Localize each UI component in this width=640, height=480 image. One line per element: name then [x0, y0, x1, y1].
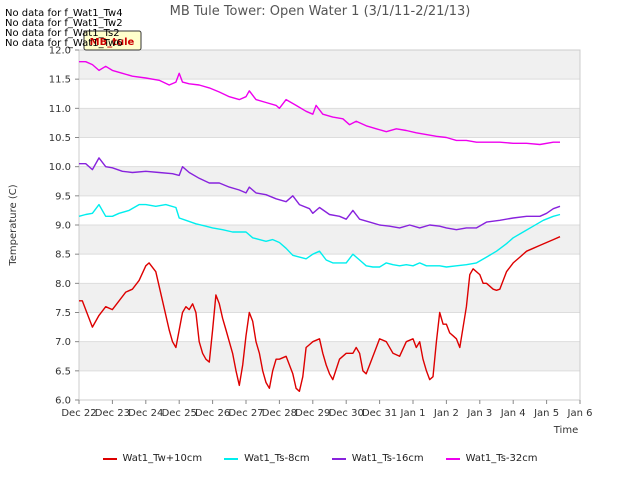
legend-item[interactable]: Wat1_Tw+10cm	[102, 453, 203, 464]
background-band	[79, 283, 580, 313]
legend-swatch	[331, 457, 346, 460]
chart-title: MB Tule Tower: Open Water 1 (3/1/11-2/21…	[170, 4, 471, 19]
no-data-message: No data for f_Wat1_Tw4	[5, 8, 123, 19]
station-badge-label: MB_tule	[90, 37, 135, 48]
x-tick-label: Jan 3	[466, 408, 492, 419]
background-bands	[79, 50, 580, 371]
y-tick-label: 9.0	[55, 221, 71, 232]
background-band	[79, 108, 580, 138]
series-line-wat1-tw-10cm	[79, 236, 561, 392]
x-tick-label: Dec 26	[195, 408, 230, 419]
x-tick-label: Dec 30	[329, 408, 364, 419]
legend-swatch	[102, 457, 117, 460]
x-tick-label: Jan 6	[567, 408, 593, 419]
y-tick-label: 8.0	[55, 279, 71, 290]
x-tick-label: Dec 23	[95, 408, 130, 419]
y-tick-label: 10.0	[49, 162, 71, 173]
y-tick-label: 9.5	[55, 191, 71, 202]
legend-swatch	[224, 457, 239, 460]
legend-label: Wat1_Ts-8cm	[244, 453, 310, 464]
y-axis-label: Temperature (C)	[8, 184, 19, 266]
x-tick-label: Jan 1	[400, 408, 426, 419]
series-layer	[78, 61, 561, 392]
x-tick-label: Dec 31	[362, 408, 397, 419]
station-badge-box	[83, 30, 142, 51]
legend-item[interactable]: Wat1_Ts-8cm	[224, 453, 310, 464]
x-tick-label: Dec 24	[128, 408, 163, 419]
x-tick-label: Jan 2	[433, 408, 459, 419]
legend-swatch	[445, 457, 460, 460]
x-tick-label: Dec 29	[295, 408, 330, 419]
x-tick-label: Dec 22	[61, 408, 96, 419]
y-tick-label: 8.5	[55, 250, 71, 261]
y-tick-label: 10.5	[49, 133, 71, 144]
x-tick-label: Dec 27	[228, 408, 263, 419]
x-tick-label: Jan 4	[500, 408, 526, 419]
y-tick-label: 6.5	[55, 366, 71, 377]
background-band	[79, 50, 580, 80]
x-axis-label: Time	[553, 425, 578, 436]
legend-item[interactable]: Wat1_Ts-32cm	[445, 453, 538, 464]
background-band	[79, 341, 580, 371]
legend-label: Wat1_Tw+10cm	[122, 453, 203, 464]
legend-item[interactable]: Wat1_Ts-16cm	[331, 453, 424, 464]
y-tick-label: 11.0	[49, 104, 71, 115]
no-data-message: No data for f_Wat1_Ts2	[5, 28, 120, 39]
station-badge: MB_tule	[83, 30, 142, 51]
series-line-wat1-ts-32cm	[79, 61, 560, 146]
x-tick-label: Dec 25	[162, 408, 197, 419]
no-data-message: No data for f_Wat1_Tw6	[5, 38, 123, 49]
y-tick-label: 6.0	[55, 396, 71, 407]
y-tick-label: 7.0	[55, 337, 71, 348]
no-data-message: No data for f_Wat1_Tw2	[5, 18, 123, 29]
series-line-wat1-ts-16cm	[79, 157, 561, 231]
y-tick-label: 7.5	[55, 308, 71, 319]
background-band	[79, 166, 580, 196]
legend-label: Wat1_Ts-32cm	[465, 453, 538, 464]
y-tick-label: 12.0	[49, 46, 71, 57]
y-axis-ticks: 6.0 6.5 7.0 7.5 8.0 8.5 9.0 9.5 10.0 10.5 11.0 11.5…	[49, 46, 79, 407]
x-tick-label: Jan 5	[533, 408, 559, 419]
series-line-wat1-ts-8cm	[78, 203, 561, 268]
chart-legend: Wat1_Tw+10cm Wat1_Ts-8cm Wat1_Ts-16cm Wa…	[0, 453, 640, 464]
background-band	[79, 225, 580, 255]
x-tick-label: Dec 28	[262, 408, 297, 419]
legend-label: Wat1_Ts-16cm	[351, 453, 424, 464]
y-tick-label: 11.5	[49, 75, 71, 86]
